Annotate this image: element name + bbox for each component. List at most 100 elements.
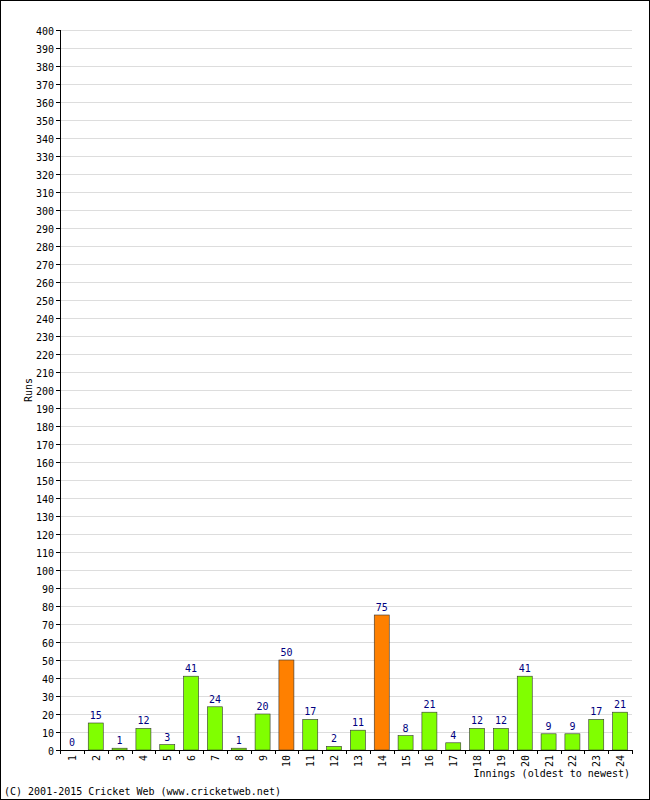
grid-line: [60, 516, 632, 517]
grid-line: [60, 192, 632, 193]
grid-line: [60, 120, 632, 121]
grid-line: [60, 354, 632, 355]
y-tick-label: 0: [48, 746, 54, 757]
y-tick-label: 200: [36, 386, 54, 397]
data-label: 11: [352, 717, 364, 728]
bar: [184, 676, 199, 750]
grid-line: [60, 642, 632, 643]
y-tick-label: 260: [36, 278, 54, 289]
data-label: 21: [614, 699, 626, 710]
grid-line: [60, 156, 632, 157]
y-tick: [56, 588, 60, 589]
y-tick: [56, 642, 60, 643]
y-tick-label: 340: [36, 134, 54, 145]
bar: [446, 743, 461, 750]
bar: [64, 750, 79, 751]
x-tick-label: 18: [472, 755, 483, 767]
x-tick: [298, 750, 299, 754]
y-tick-label: 310: [36, 188, 54, 199]
y-tick: [56, 120, 60, 121]
grid-line: [60, 444, 632, 445]
x-tick-label: 17: [448, 755, 459, 767]
y-tick: [56, 480, 60, 481]
data-label: 41: [519, 663, 531, 674]
x-tick: [251, 750, 252, 754]
x-tick-label: 8: [234, 755, 245, 761]
y-tick: [56, 732, 60, 733]
y-tick-label: 90: [42, 584, 54, 595]
y-tick-label: 140: [36, 494, 54, 505]
y-tick-label: 160: [36, 458, 54, 469]
y-tick-label: 30: [42, 692, 54, 703]
y-tick-label: 370: [36, 80, 54, 91]
data-label: 17: [590, 706, 602, 717]
data-label: 75: [376, 602, 388, 613]
bar: [207, 707, 222, 750]
y-tick-label: 330: [36, 152, 54, 163]
data-label: 3: [164, 732, 170, 743]
y-tick-label: 390: [36, 44, 54, 55]
x-tick: [489, 750, 490, 754]
x-tick: [179, 750, 180, 754]
y-tick-label: 290: [36, 224, 54, 235]
y-tick: [56, 246, 60, 247]
y-tick: [56, 318, 60, 319]
y-tick: [56, 174, 60, 175]
x-tick: [155, 750, 156, 754]
y-tick-label: 320: [36, 170, 54, 181]
y-tick-label: 300: [36, 206, 54, 217]
y-tick-label: 380: [36, 62, 54, 73]
grid-line: [60, 336, 632, 337]
grid-line: [60, 102, 632, 103]
x-tick-label: 22: [567, 755, 578, 767]
data-label: 12: [495, 715, 507, 726]
x-tick-label: 10: [281, 755, 292, 767]
x-tick: [227, 750, 228, 754]
y-tick-label: 230: [36, 332, 54, 343]
data-label: 12: [471, 715, 483, 726]
bar: [160, 745, 175, 750]
y-tick-label: 50: [42, 656, 54, 667]
y-tick-label: 400: [36, 26, 54, 37]
data-label: 12: [137, 715, 149, 726]
x-tick-label: 7: [210, 755, 221, 761]
x-tick-label: 19: [496, 755, 507, 767]
grid-line: [60, 264, 632, 265]
x-tick-label: 12: [329, 755, 340, 767]
bar: [613, 712, 628, 750]
y-tick: [56, 48, 60, 49]
data-label: 17: [304, 706, 316, 717]
y-tick: [56, 534, 60, 535]
y-tick: [56, 336, 60, 337]
x-tick-label: 9: [258, 755, 269, 761]
y-tick: [56, 408, 60, 409]
y-tick: [56, 444, 60, 445]
grid-line: [60, 372, 632, 373]
x-tick-label: 11: [305, 755, 316, 767]
y-tick: [56, 426, 60, 427]
x-tick-label: 24: [615, 755, 626, 767]
y-tick-label: 170: [36, 440, 54, 451]
x-tick-label: 23: [591, 755, 602, 767]
y-tick-label: 240: [36, 314, 54, 325]
y-tick: [56, 660, 60, 661]
data-label: 4: [450, 730, 456, 741]
y-tick: [56, 714, 60, 715]
x-tick: [203, 750, 204, 754]
y-tick: [56, 516, 60, 517]
x-tick: [632, 750, 633, 754]
grid-line: [60, 408, 632, 409]
chart-container: 0102030405060708090100110120130140150160…: [0, 0, 650, 800]
y-tick: [56, 462, 60, 463]
data-label: 0: [69, 737, 75, 748]
y-tick: [56, 390, 60, 391]
grid-line: [60, 390, 632, 391]
x-tick-label: 15: [401, 755, 412, 767]
y-tick: [56, 210, 60, 211]
grid-line: [60, 318, 632, 319]
bar: [541, 734, 556, 750]
x-tick: [322, 750, 323, 754]
bars: [88, 615, 627, 750]
x-tick: [394, 750, 395, 754]
grid-line: [60, 228, 632, 229]
